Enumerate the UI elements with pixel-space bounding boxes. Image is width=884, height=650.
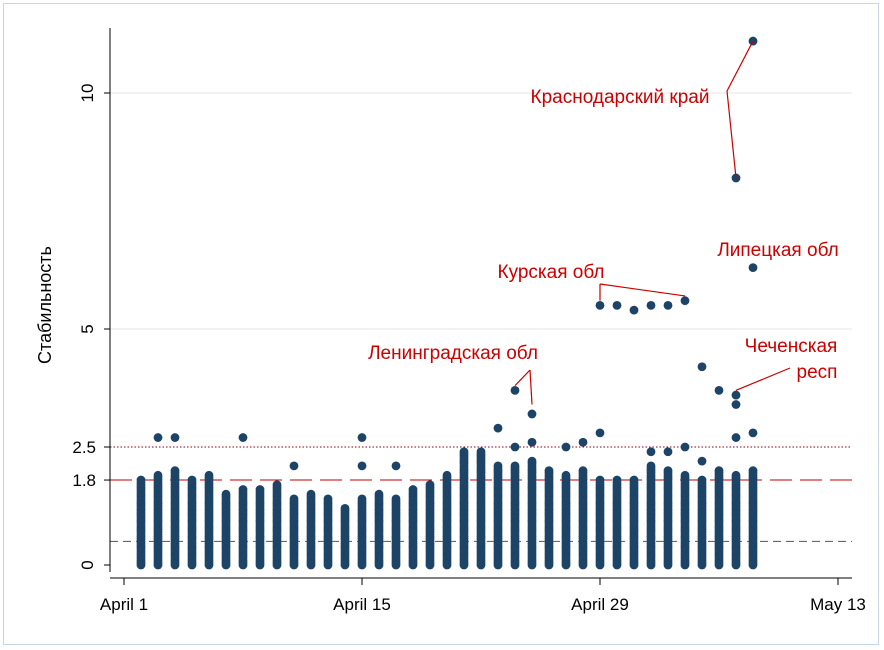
data-point: [612, 301, 622, 310]
data-point: [578, 437, 588, 447]
data-point: [153, 433, 163, 442]
data-point: [646, 461, 656, 471]
data-point: [714, 385, 724, 395]
chart-border: [3, 3, 879, 645]
data-point: [170, 466, 180, 475]
data-point: [714, 466, 724, 475]
y-tick-label: 10: [78, 84, 97, 103]
y-tick-label: 0: [78, 560, 97, 569]
data-point: [357, 461, 367, 471]
annotation-label: респ: [797, 362, 838, 383]
annotation-leader-line: [599, 283, 686, 297]
data-point: [680, 442, 690, 452]
annotation-leader-line: [529, 369, 533, 405]
annotation-label: Ленинградская обл: [368, 343, 538, 364]
data-point: [408, 485, 418, 494]
annotation-leader-line: [726, 40, 754, 92]
data-point: [153, 470, 163, 480]
axes: 0 1.8 2.5 5 10 April 1 April 15 April 29 May 13: [72, 28, 866, 614]
data-point: [680, 296, 690, 306]
data-point: [493, 423, 503, 433]
data-point: [391, 494, 401, 504]
data-point: [663, 447, 673, 457]
data-point: [748, 428, 758, 438]
data-point: [136, 475, 146, 485]
data-point: [697, 362, 707, 372]
data-point: [204, 470, 214, 480]
data-point: [595, 301, 605, 310]
data-point: [731, 400, 741, 409]
y-tick-label: 5: [78, 324, 97, 333]
data-point: [391, 461, 401, 471]
data-point: [731, 470, 741, 480]
x-tick-label: April 29: [571, 595, 629, 614]
data-point: [459, 447, 469, 457]
annotation-leader-line: [514, 369, 531, 387]
data-point: [510, 385, 520, 395]
data-point: [629, 305, 639, 315]
data-point: [527, 437, 537, 447]
y-axis-label: Стабильность: [35, 246, 55, 364]
data-point: [646, 301, 656, 310]
data-point: [561, 442, 571, 452]
data-point: [493, 461, 503, 471]
annotation-label: Чеченская: [745, 336, 838, 357]
annotation-leader-line: [735, 367, 791, 391]
data-point: [663, 301, 673, 310]
data-point: [442, 470, 452, 480]
grid-lines: [110, 92, 852, 330]
data-point: [663, 466, 673, 475]
data-point: [612, 475, 622, 485]
y-tick-label: 2.5: [72, 438, 96, 457]
data-point: [425, 480, 435, 490]
data-point: [272, 480, 282, 490]
data-point: [289, 461, 299, 471]
data-point: [187, 475, 197, 485]
data-points: [136, 36, 758, 570]
data-point: [731, 390, 741, 400]
data-point: [561, 470, 571, 480]
data-point: [238, 485, 248, 494]
data-point: [238, 433, 248, 442]
y-tick-label: 1.8: [72, 471, 96, 490]
data-point: [323, 494, 333, 504]
data-point: [357, 433, 367, 442]
data-point: [357, 494, 367, 504]
data-point: [289, 494, 299, 504]
annotation-label: Курская обл: [498, 262, 605, 283]
data-point: [544, 466, 554, 475]
data-point: [748, 466, 758, 475]
x-tick-label: April 15: [333, 595, 391, 614]
data-point: [221, 489, 231, 499]
annotations: Краснодарский край Липецкая обл Курская об…: [368, 40, 839, 405]
data-point: [578, 466, 588, 475]
data-point: [595, 475, 605, 485]
data-point: [748, 263, 758, 273]
annotation-leader-line: [726, 90, 737, 179]
data-point: [731, 433, 741, 442]
data-point: [255, 485, 265, 494]
annotation-label: Липецкая обл: [717, 240, 838, 261]
data-point: [595, 428, 605, 438]
x-tick-label: May 13: [810, 595, 866, 614]
data-point: [680, 470, 690, 480]
data-point: [731, 173, 741, 183]
data-point: [306, 489, 316, 499]
data-point: [510, 442, 520, 452]
data-point: [170, 433, 180, 442]
data-point: [697, 456, 707, 466]
data-point: [476, 447, 486, 457]
data-point: [527, 456, 537, 466]
data-point: [646, 447, 656, 457]
data-point: [374, 489, 384, 499]
data-point: [697, 475, 707, 485]
data-point: [629, 475, 639, 485]
data-point: [527, 409, 537, 419]
annotation-label: Краснодарский край: [531, 87, 710, 108]
x-tick-label: April 1: [100, 595, 148, 614]
data-point: [340, 503, 350, 513]
data-point: [510, 461, 520, 471]
